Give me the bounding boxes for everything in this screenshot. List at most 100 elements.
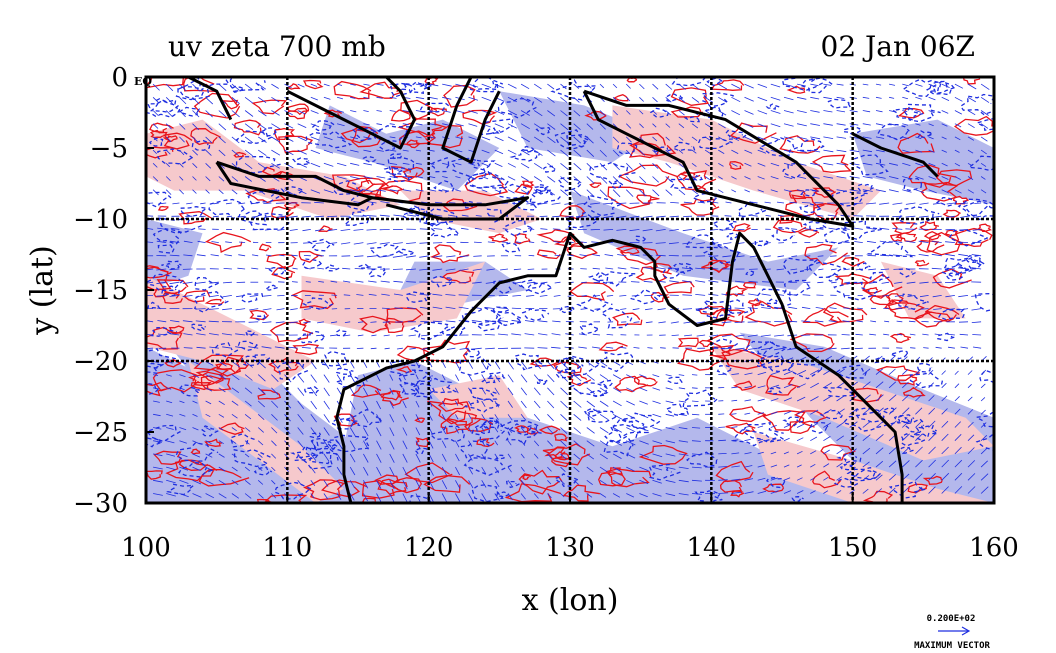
wind-vector — [481, 136, 491, 141]
negative-vorticity-contour — [726, 232, 740, 240]
wind-vector — [165, 176, 171, 182]
wind-vector — [577, 202, 587, 205]
negative-vorticity-contour — [158, 217, 202, 234]
wind-vector — [481, 400, 486, 408]
wind-vector — [520, 387, 528, 396]
wind-vector — [652, 400, 661, 404]
negative-vorticity-contour — [916, 362, 933, 373]
wind-vector — [810, 123, 820, 126]
wind-vector — [612, 163, 620, 171]
wind-vector — [165, 123, 172, 130]
negative-vorticity-contour — [700, 92, 734, 108]
negative-vorticity-contour — [387, 156, 417, 171]
wind-vector — [428, 374, 432, 380]
positive-vorticity-contour — [437, 397, 467, 412]
positive-vorticity-contour — [862, 490, 894, 503]
wind-vector — [537, 347, 548, 349]
negative-vorticity-contour — [429, 220, 461, 239]
wind-vector — [520, 176, 529, 182]
negative-vorticity-contour — [787, 363, 823, 380]
positive-vorticity-contour — [157, 205, 169, 211]
wind-vector — [328, 242, 338, 245]
wind-vector — [301, 347, 311, 349]
wind-vector — [406, 281, 416, 283]
wind-vector — [415, 162, 422, 165]
wind-vector — [363, 162, 372, 166]
wind-vector — [169, 295, 180, 297]
wind-vector — [415, 136, 422, 139]
wind-vector — [205, 149, 212, 156]
wind-vector — [810, 436, 818, 442]
wind-vector — [902, 446, 910, 455]
wind-vector — [744, 123, 754, 128]
positive-vorticity-contour — [374, 179, 423, 204]
wind-vector — [507, 414, 513, 421]
wind-vector — [146, 227, 154, 230]
wind-vector — [617, 254, 627, 257]
wind-vector — [442, 176, 448, 179]
wind-vector — [165, 163, 171, 168]
wind-vector — [231, 149, 240, 157]
wind-vector — [507, 453, 512, 459]
wind-vector — [823, 395, 832, 402]
wind-vector — [244, 149, 253, 157]
positive-vorticity-contour — [853, 387, 882, 403]
wind-vector — [376, 96, 383, 99]
wind-vector — [560, 387, 568, 395]
negative-vorticity-contour — [152, 228, 183, 245]
wind-vector — [336, 440, 343, 450]
wind-vector — [980, 473, 989, 481]
wind-vector — [828, 320, 837, 323]
wind-vector — [157, 227, 167, 230]
wind-vector — [393, 214, 403, 217]
wind-vector — [547, 440, 553, 447]
wind-vector — [875, 162, 886, 166]
wind-vector — [146, 307, 154, 309]
positive-vorticity-contour — [251, 99, 288, 115]
wind-vector — [165, 189, 172, 195]
wind-vector — [166, 427, 174, 430]
wind-vector — [915, 189, 925, 193]
wind-vector — [441, 387, 446, 393]
negative-vorticity-contour — [146, 347, 178, 369]
wind-vector — [156, 281, 167, 285]
wind-vector — [770, 398, 779, 402]
wind-vector — [632, 308, 640, 311]
wind-vector — [205, 97, 214, 105]
wind-vector — [971, 254, 982, 257]
negative-vorticity-contour — [357, 263, 371, 270]
wind-vector — [870, 320, 877, 323]
positive-vorticity-contour — [650, 291, 670, 303]
positive-vorticity-contour — [278, 135, 314, 154]
positive-vorticity-contour — [414, 417, 425, 424]
wind-vector — [560, 136, 569, 144]
wind-vector — [222, 346, 232, 349]
wind-vector — [284, 110, 293, 116]
wind-vector — [257, 136, 267, 143]
wind-vector — [441, 400, 446, 407]
wind-vector — [264, 215, 272, 218]
negative-vorticity-contour — [536, 378, 548, 385]
positive-vorticity-contour — [257, 389, 282, 400]
wind-vector — [928, 395, 935, 402]
wind-vector — [153, 493, 163, 496]
positive-vorticity-contour — [732, 223, 751, 232]
negative-vorticity-contour — [276, 361, 309, 381]
wind-vector — [507, 374, 514, 383]
negative-vorticity-contour — [745, 270, 755, 277]
wind-vector — [967, 136, 975, 141]
wind-vector — [774, 347, 785, 351]
negative-vorticity-contour — [553, 472, 579, 487]
wind-vector — [639, 149, 646, 156]
wind-vector — [652, 466, 663, 471]
wind-vector — [573, 97, 580, 103]
wind-vector — [639, 123, 644, 129]
negative-vorticity-contour — [535, 186, 549, 195]
wind-vector — [928, 407, 936, 415]
negative-vorticity-contour — [876, 123, 910, 141]
wind-vector — [507, 440, 512, 446]
wind-vector — [573, 413, 582, 421]
wind-vector — [376, 466, 382, 476]
wind-vector — [678, 96, 686, 103]
negative-vorticity-contour — [781, 77, 824, 92]
